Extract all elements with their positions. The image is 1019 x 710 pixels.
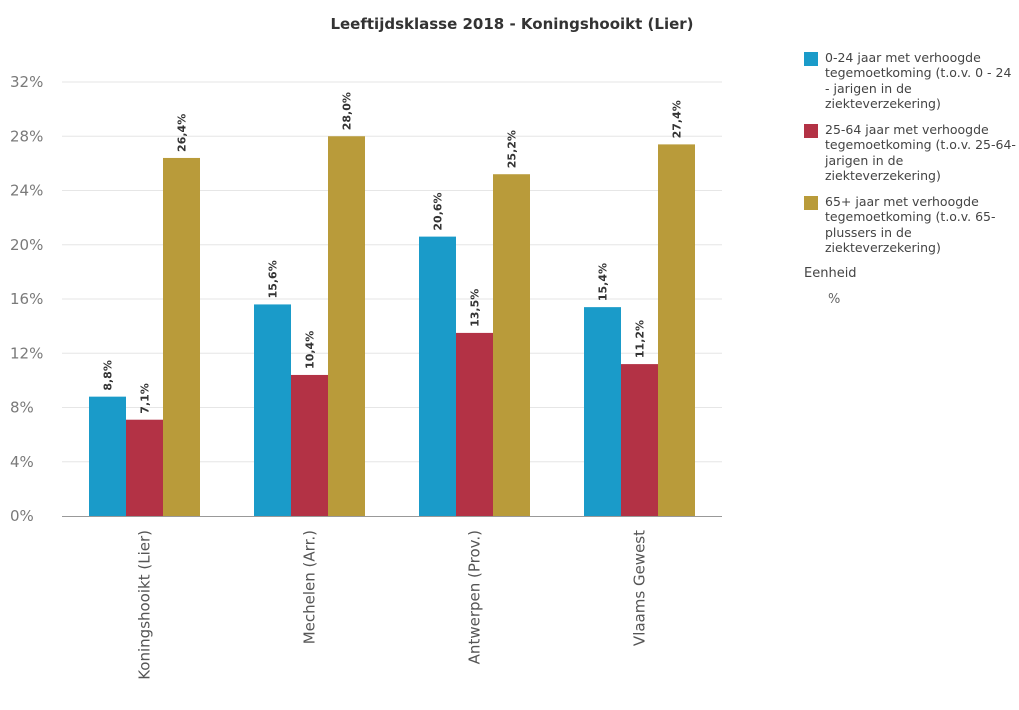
bar-series-2-4 [621, 364, 658, 516]
data-label: 15,6% [267, 260, 280, 298]
data-label: 7,1% [139, 383, 152, 414]
y-tick-label: 0% [10, 507, 34, 525]
data-label: 8,8% [102, 360, 115, 391]
unit-value: % [828, 291, 841, 307]
unit-title: Eenheid [804, 266, 857, 281]
y-tick-label: 24% [10, 182, 43, 200]
y-tick-label: 12% [10, 344, 43, 362]
data-labels: 8,8% 15,6% 20,6% 15,4% 7,1% 10,4% 13,5% 11,2% 26… [102, 92, 684, 414]
legend-label: 25-64 jaar met verhoogde tegemoetkoming … [825, 122, 1016, 183]
data-label: 27,4% [671, 100, 684, 138]
data-label: 10,4% [304, 331, 317, 369]
data-label: 15,4% [597, 263, 610, 301]
x-tick-label: Antwerpen (Prov.) [466, 530, 484, 664]
bar-series-3-2 [328, 136, 365, 516]
x-tick-label: Vlaams Gewest [631, 530, 649, 646]
bar-series-2-3 [456, 332, 493, 516]
data-label: 11,2% [634, 320, 647, 358]
bar-series-2-1 [126, 419, 163, 516]
bars [89, 136, 695, 517]
bar-series-1-2 [254, 304, 291, 516]
legend-swatch [804, 124, 818, 138]
legend-items: 0-24 jaar met verhoogde tegemoetkoming (… [804, 50, 1016, 255]
data-label: 20,6% [432, 192, 445, 230]
data-label: 13,5% [469, 289, 482, 327]
x-tick-label: Koningshooikt (Lier) [136, 530, 154, 680]
y-tick-label: 32% [10, 73, 43, 91]
y-tick-label: 4% [10, 453, 34, 471]
chart-title: Leeftijdsklasse 2018 - Koningshooikt (Li… [330, 15, 693, 33]
x-axis: Koningshooikt (Lier) Mechelen (Arr.) Antwe… [136, 530, 649, 680]
y-tick-label: 16% [10, 290, 43, 308]
data-label: 25,2% [506, 130, 519, 168]
legend-item: 25-64 jaar met verhoogde tegemoetkoming … [804, 122, 1016, 183]
legend: 0-24 jaar met verhoogde tegemoetkoming (… [804, 50, 1016, 308]
y-tick-label: 20% [10, 236, 43, 254]
data-label: 26,4% [176, 114, 189, 152]
y-tick-label: 8% [10, 399, 34, 417]
legend-item: 65+ jaar met verhoogde tegemoetkoming (t… [804, 194, 1016, 255]
bar-series-3-3 [493, 174, 530, 516]
bar-series-3-1 [163, 157, 200, 516]
bar-series-1-3 [419, 236, 456, 517]
legend-swatch [804, 52, 818, 66]
legend-label: 65+ jaar met verhoogde tegemoetkoming (t… [825, 194, 996, 255]
y-tick-label: 28% [10, 127, 43, 145]
legend-swatch [804, 196, 818, 210]
data-label: 28,0% [341, 92, 354, 130]
bar-series-1-1 [89, 396, 126, 516]
bar-series-2-2 [291, 374, 328, 516]
bar-series-1-4 [584, 307, 621, 516]
legend-item: 0-24 jaar met verhoogde tegemoetkoming (… [804, 50, 1016, 111]
y-axis: 0% 4% 8% 12% 16% 20% 24% 28% 32% [10, 73, 43, 525]
bar-series-3-4 [658, 144, 695, 516]
x-tick-label: Mechelen (Arr.) [301, 530, 319, 644]
legend-label: 0-24 jaar met verhoogde tegemoetkoming (… [825, 50, 1012, 111]
